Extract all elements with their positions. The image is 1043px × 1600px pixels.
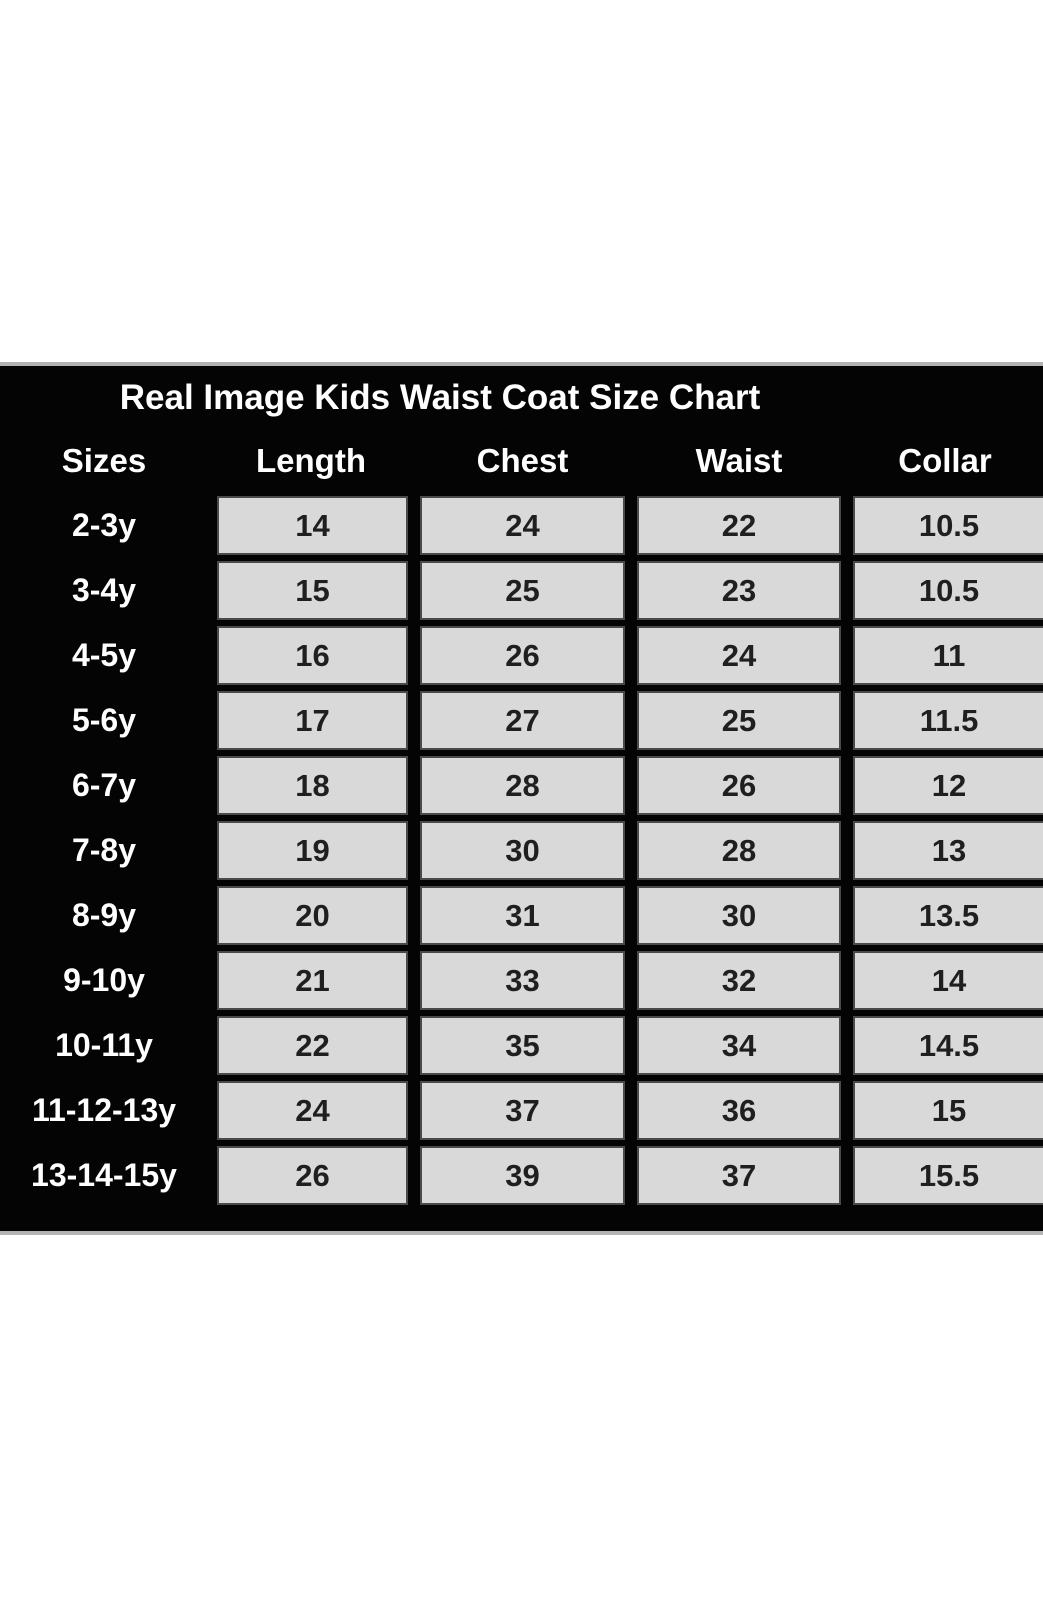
waist-cell: 34 [631,1013,847,1078]
length-cell: 18 [208,753,414,818]
chest-cell: 37 [414,1078,631,1143]
length-cell: 17 [208,688,414,753]
chest-cell: 27 [414,688,631,753]
column-header-sizes: Sizes [61,442,147,479]
size-row-label: 11-12-13y [31,1092,177,1128]
chest-cell: 25 [414,558,631,623]
collar-cell: 10.5 [847,558,1043,623]
waist-cell: 36 [631,1078,847,1143]
size-row-label: 9-10y [63,962,145,998]
size-row-label: 4-5y [71,637,137,673]
waist-cell: 24 [631,623,847,688]
waist-cell: 30 [631,883,847,948]
length-cell: 19 [208,818,414,883]
collar-cell: 10.5 [847,493,1043,558]
size-row-label: 2-3y [71,507,137,543]
size-row-label: 8-9y [71,897,137,933]
waist-cell: 32 [631,948,847,1013]
collar-cell: 12 [847,753,1043,818]
size-row-label: 6-7y [71,767,137,803]
chest-cell: 35 [414,1013,631,1078]
size-table: Sizes Length Chest Waist Collar 2-3y 14 … [0,428,1043,1208]
length-cell: 22 [208,1013,414,1078]
collar-cell: 14.5 [847,1013,1043,1078]
collar-cell: 11 [847,623,1043,688]
column-header-length: Length [256,442,366,479]
collar-cell: 15 [847,1078,1043,1143]
length-cell: 20 [208,883,414,948]
chest-cell: 30 [414,818,631,883]
chest-cell: 33 [414,948,631,1013]
length-cell: 15 [208,558,414,623]
collar-cell: 14 [847,948,1043,1013]
waist-cell: 23 [631,558,847,623]
length-cell: 14 [208,493,414,558]
waist-cell: 25 [631,688,847,753]
size-row-label: 7-8y [71,832,137,868]
size-row-label: 5-6y [71,702,137,738]
chest-cell: 28 [414,753,631,818]
collar-cell: 15.5 [847,1143,1043,1208]
chest-cell: 39 [414,1143,631,1208]
length-cell: 21 [208,948,414,1013]
size-chart-panel: Real Image Kids Waist Coat Size Chart Si… [0,362,1043,1235]
waist-cell: 22 [631,493,847,558]
column-header-chest: Chest [476,442,569,479]
size-row-label: 3-4y [71,572,137,608]
waist-cell: 37 [631,1143,847,1208]
column-header-waist: Waist [695,442,783,479]
collar-cell: 13.5 [847,883,1043,948]
column-header-collar: Collar [898,442,992,479]
length-cell: 26 [208,1143,414,1208]
waist-cell: 26 [631,753,847,818]
collar-cell: 11.5 [847,688,1043,753]
length-cell: 16 [208,623,414,688]
size-row-label: 10-11y [55,1027,153,1063]
chest-cell: 24 [414,493,631,558]
chest-cell: 26 [414,623,631,688]
collar-cell: 13 [847,818,1043,883]
waist-cell: 28 [631,818,847,883]
chest-cell: 31 [414,883,631,948]
chart-title: Real Image Kids Waist Coat Size Chart [119,378,761,417]
size-row-label: 13-14-15y [31,1157,177,1193]
length-cell: 24 [208,1078,414,1143]
